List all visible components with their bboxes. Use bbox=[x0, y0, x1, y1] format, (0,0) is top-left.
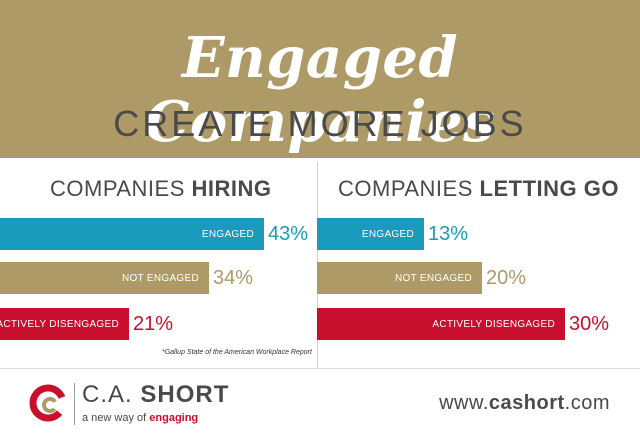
page-subtitle: CREATE MORE JOBS bbox=[113, 103, 527, 144]
logo-separator bbox=[74, 383, 75, 425]
website-suffix: .com bbox=[564, 392, 610, 414]
letting-go-value-label: 20% bbox=[486, 267, 527, 289]
letting-go-bar-not-engaged: NOT ENGAGED bbox=[317, 262, 482, 294]
letting-go-value-label: 13% bbox=[428, 223, 469, 245]
source-footnote: *Gallup State of the American Workplace … bbox=[162, 349, 312, 356]
letting-go-title-emphasis: LETTING GO bbox=[479, 176, 619, 201]
hiring-bar-not-engaged: NOT ENGAGED bbox=[0, 262, 209, 294]
website-prefix: www. bbox=[439, 392, 489, 414]
hiring-chart-title: COMPANIES HIRING bbox=[50, 176, 272, 202]
ca-short-logo-icon bbox=[29, 384, 67, 422]
header-banner: Engaged Companies CREATE MORE JOBS bbox=[0, 0, 640, 160]
hiring-bar-label: ENGAGED bbox=[201, 228, 254, 240]
hiring-value-label: 21% bbox=[133, 313, 174, 335]
letting-go-title-prefix: COMPANIES bbox=[338, 176, 473, 201]
letting-go-bar-engaged: ENGAGED bbox=[317, 218, 424, 250]
footer: C.A. SHORT a new way of engaging www.cas… bbox=[0, 368, 640, 440]
hiring-bar-label: NOT ENGAGED bbox=[121, 272, 199, 284]
hiring-bar-actively-disengaged: ACTIVELY DISENGAGED bbox=[0, 308, 129, 340]
brand-name: C.A. SHORT bbox=[82, 381, 229, 409]
brand-name-bold: SHORT bbox=[140, 381, 230, 408]
brand-name-light: C.A. bbox=[82, 381, 133, 408]
hiring-bar-label: ACTIVELY DISENGAGED bbox=[0, 318, 119, 330]
hiring-title-emphasis: HIRING bbox=[191, 176, 272, 201]
hiring-value-label: 34% bbox=[213, 267, 254, 289]
tagline-emphasis: engaging bbox=[149, 412, 199, 424]
hiring-bar-engaged: ENGAGED bbox=[0, 218, 264, 250]
website-link[interactable]: www.cashort.com bbox=[439, 391, 610, 415]
letting-go-bar-label: NOT ENGAGED bbox=[394, 272, 472, 284]
page-title: Engaged Companies bbox=[144, 25, 496, 155]
letting-go-value-label: 30% bbox=[569, 313, 610, 335]
brand-tagline: a new way of engaging bbox=[82, 411, 198, 425]
letting-go-bar-actively-disengaged: ACTIVELY DISENGAGED bbox=[317, 308, 565, 340]
tagline-prefix: a new way of bbox=[82, 412, 147, 424]
letting-go-bar-label: ENGAGED bbox=[361, 228, 414, 240]
website-bold: cashort bbox=[488, 392, 565, 414]
letting-go-bar-label: ACTIVELY DISENGAGED bbox=[432, 318, 555, 330]
hiring-value-label: 43% bbox=[268, 223, 309, 245]
hiring-title-prefix: COMPANIES bbox=[50, 176, 185, 201]
letting-go-chart-title: COMPANIES LETTING GO bbox=[338, 176, 619, 202]
